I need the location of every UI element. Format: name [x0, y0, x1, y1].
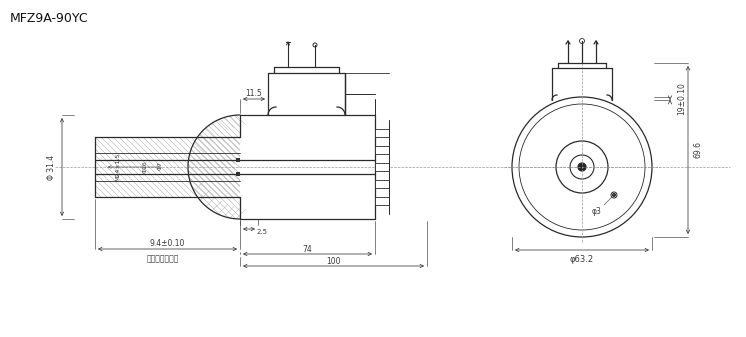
Bar	[236, 158, 240, 162]
Text: 11.5: 11.5	[245, 90, 263, 98]
Text: 74: 74	[303, 245, 313, 253]
Text: Φ 31.4: Φ 31.4	[48, 154, 57, 180]
Text: φ63.2: φ63.2	[570, 254, 594, 264]
Bar	[95, 137, 240, 197]
Text: 69.6: 69.6	[694, 142, 703, 158]
Circle shape	[612, 193, 615, 196]
Bar	[375, 163, 389, 171]
Text: 电磁铁得电位置: 电磁铁得电位置	[146, 254, 179, 264]
Bar	[375, 197, 389, 205]
Bar	[236, 172, 240, 176]
Text: 2.5: 2.5	[257, 229, 268, 235]
Text: MFZ9A-90YC: MFZ9A-90YC	[10, 12, 89, 25]
Bar	[375, 146, 389, 154]
Text: 19±0.10: 19±0.10	[677, 82, 686, 115]
Text: φ3: φ3	[592, 207, 602, 215]
Text: Φ16: Φ16	[142, 161, 148, 173]
Text: 100: 100	[326, 256, 341, 266]
Circle shape	[578, 163, 586, 171]
Text: Φ7: Φ7	[157, 160, 163, 170]
Bar	[375, 129, 389, 137]
Bar	[375, 180, 389, 188]
Text: 9.4±0.10: 9.4±0.10	[150, 240, 185, 248]
Text: M24×1.5: M24×1.5	[116, 153, 121, 181]
